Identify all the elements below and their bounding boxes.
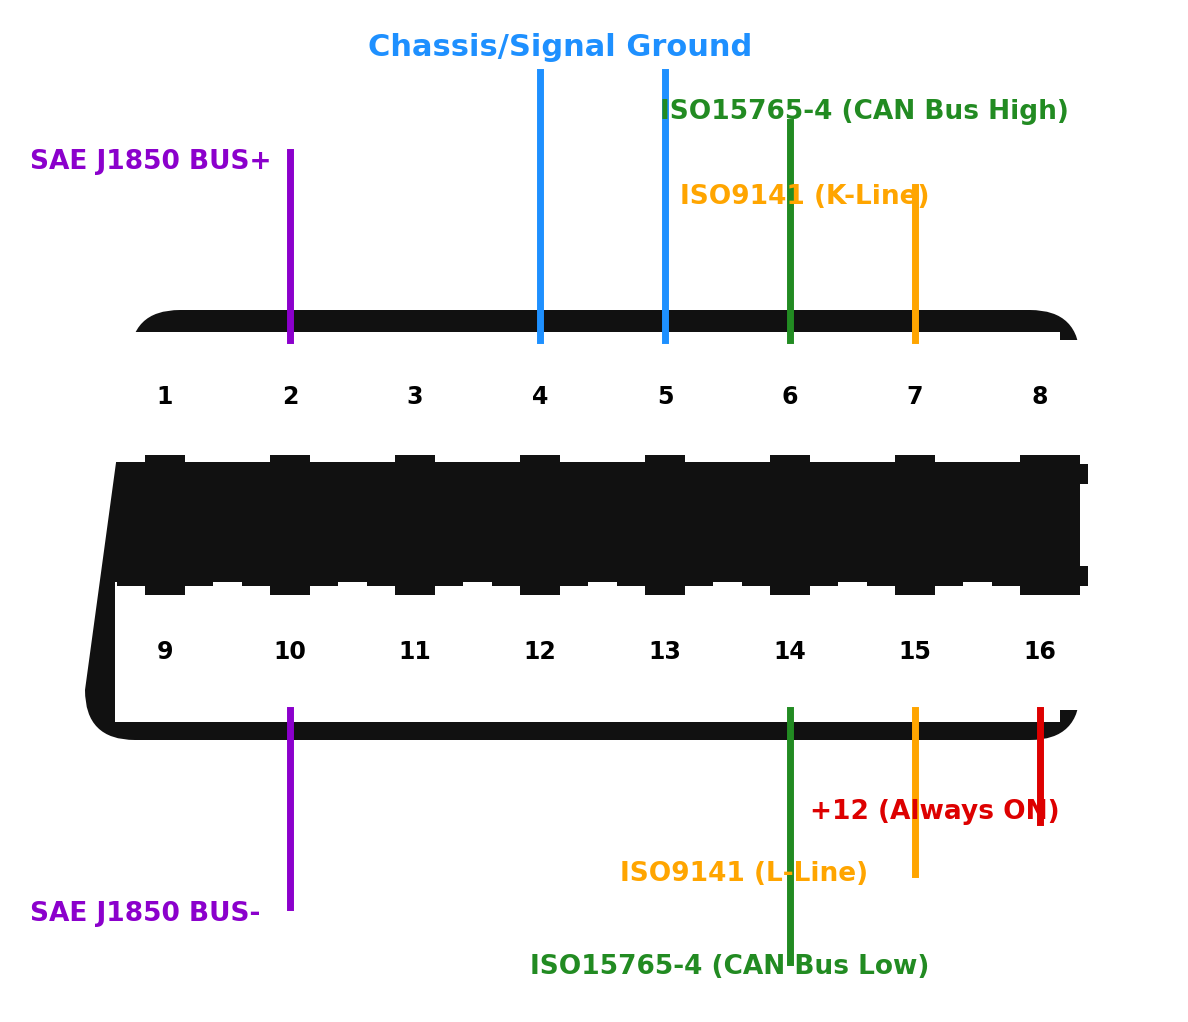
Text: SAE J1850 BUS+: SAE J1850 BUS+ bbox=[30, 149, 272, 175]
Text: 12: 12 bbox=[524, 640, 556, 664]
Bar bbox=[742, 595, 838, 709]
Bar bbox=[617, 565, 645, 586]
Bar bbox=[867, 565, 895, 586]
Bar bbox=[394, 557, 435, 595]
Bar bbox=[685, 464, 713, 483]
Bar bbox=[115, 332, 1060, 462]
Text: 9: 9 bbox=[157, 640, 173, 664]
Text: 3: 3 bbox=[406, 385, 423, 409]
Text: 5: 5 bbox=[657, 385, 674, 409]
PathPatch shape bbox=[86, 310, 1080, 740]
Bar bbox=[867, 339, 962, 455]
Bar bbox=[645, 455, 685, 493]
Bar bbox=[560, 464, 588, 483]
Bar bbox=[145, 455, 185, 493]
Text: ISO15765-4 (CAN Bus Low): ISO15765-4 (CAN Bus Low) bbox=[530, 954, 929, 980]
Text: 10: 10 bbox=[273, 640, 307, 664]
Bar bbox=[185, 464, 213, 483]
Bar bbox=[1020, 455, 1060, 493]
Bar bbox=[310, 565, 339, 586]
Text: ISO9141 (K-Line): ISO9141 (K-Line) bbox=[680, 184, 929, 210]
Bar bbox=[492, 565, 520, 586]
Bar bbox=[394, 455, 435, 493]
Bar bbox=[242, 339, 337, 455]
Text: 14: 14 bbox=[773, 640, 807, 664]
Bar bbox=[867, 464, 895, 483]
Bar bbox=[895, 455, 935, 493]
Text: SAE J1850 BUS-: SAE J1850 BUS- bbox=[30, 901, 260, 927]
Bar bbox=[618, 339, 713, 455]
Bar bbox=[810, 464, 838, 483]
Bar bbox=[242, 595, 337, 709]
Bar bbox=[1020, 557, 1060, 595]
Bar bbox=[435, 565, 463, 586]
Text: Chassis/Signal Ground: Chassis/Signal Ground bbox=[368, 33, 752, 61]
Bar bbox=[935, 565, 963, 586]
Text: 2: 2 bbox=[282, 385, 298, 409]
Bar bbox=[992, 565, 1020, 586]
Text: ISO9141 (L-Line): ISO9141 (L-Line) bbox=[620, 861, 868, 887]
Bar bbox=[270, 455, 310, 493]
Bar bbox=[115, 582, 1060, 722]
Bar bbox=[367, 339, 462, 455]
Bar bbox=[118, 595, 213, 709]
Bar bbox=[242, 565, 270, 586]
Bar bbox=[185, 565, 213, 586]
Text: ISO15765-4 (CAN Bus High): ISO15765-4 (CAN Bus High) bbox=[661, 99, 1069, 125]
Bar bbox=[367, 565, 394, 586]
Bar bbox=[493, 339, 588, 455]
Bar bbox=[492, 464, 520, 483]
Bar bbox=[742, 339, 838, 455]
Bar bbox=[493, 595, 588, 709]
Bar bbox=[742, 464, 770, 483]
Text: +12 (Always ON): +12 (Always ON) bbox=[810, 799, 1060, 825]
Bar bbox=[1060, 464, 1088, 483]
Text: 7: 7 bbox=[906, 385, 923, 409]
Bar bbox=[520, 455, 560, 493]
Text: 16: 16 bbox=[1024, 640, 1056, 664]
Text: 13: 13 bbox=[649, 640, 682, 664]
Bar bbox=[810, 565, 838, 586]
Bar bbox=[242, 464, 270, 483]
Text: 11: 11 bbox=[399, 640, 431, 664]
Bar bbox=[992, 595, 1087, 709]
Bar bbox=[992, 464, 1020, 483]
Bar bbox=[770, 455, 810, 493]
Text: 6: 6 bbox=[782, 385, 798, 409]
Bar bbox=[118, 339, 213, 455]
Bar bbox=[367, 464, 394, 483]
Bar bbox=[310, 464, 339, 483]
Bar bbox=[1060, 565, 1088, 586]
Bar bbox=[770, 557, 810, 595]
Bar bbox=[435, 464, 463, 483]
Text: 8: 8 bbox=[1031, 385, 1048, 409]
Text: 1: 1 bbox=[157, 385, 173, 409]
Bar bbox=[560, 565, 588, 586]
Bar bbox=[867, 595, 962, 709]
Text: 15: 15 bbox=[898, 640, 931, 664]
Bar bbox=[935, 464, 963, 483]
Bar bbox=[617, 464, 645, 483]
Bar bbox=[145, 557, 185, 595]
Bar bbox=[520, 557, 560, 595]
Bar bbox=[895, 557, 935, 595]
Bar bbox=[992, 339, 1087, 455]
Bar bbox=[116, 464, 145, 483]
Bar bbox=[116, 565, 145, 586]
Text: 4: 4 bbox=[532, 385, 548, 409]
Bar bbox=[270, 557, 310, 595]
Bar bbox=[367, 595, 462, 709]
Bar bbox=[742, 565, 770, 586]
Bar bbox=[685, 565, 713, 586]
Bar bbox=[645, 557, 685, 595]
Bar bbox=[618, 595, 713, 709]
